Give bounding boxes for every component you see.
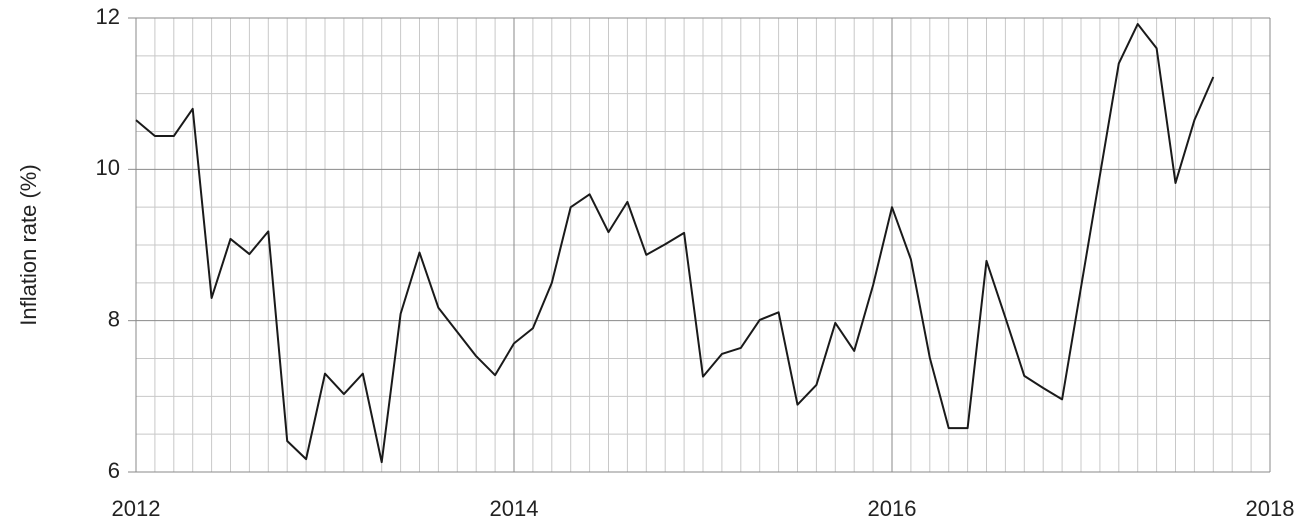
y-tick-label: 12 xyxy=(96,4,120,29)
x-tick-label: 2016 xyxy=(868,496,917,521)
x-tick-label: 2014 xyxy=(490,496,539,521)
x-tick-label: 2012 xyxy=(112,496,161,521)
x-tick-label: 2018 xyxy=(1246,496,1295,521)
y-tick-label: 8 xyxy=(108,306,120,331)
y-tick-label: 10 xyxy=(96,155,120,180)
y-tick-label: 6 xyxy=(108,458,120,483)
data-line xyxy=(135,23,1215,464)
y-axis-label: Inflation rate (%) xyxy=(16,164,41,325)
